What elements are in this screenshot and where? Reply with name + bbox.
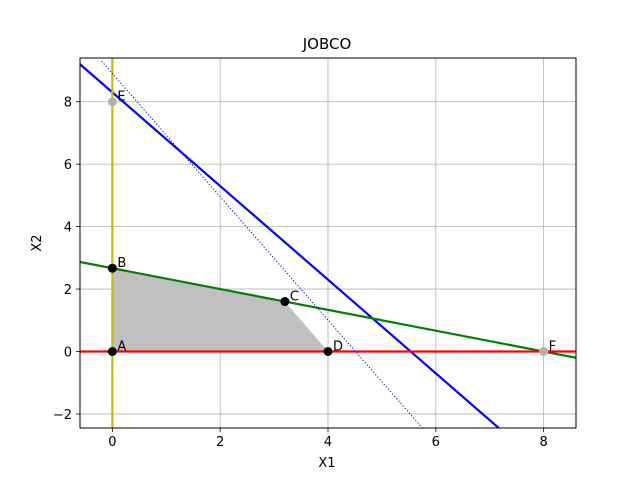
chart-title: JOBCO <box>302 35 352 53</box>
feasible-region-layer <box>112 268 328 352</box>
y-tick-label: 4 <box>64 221 72 236</box>
x-tick-label: 2 <box>216 435 224 450</box>
point-label-f: F <box>549 340 556 355</box>
x-tick-label: 0 <box>108 435 116 450</box>
grid <box>80 58 576 428</box>
y-tick-label: 6 <box>64 158 72 173</box>
point-label-a: A <box>117 340 126 355</box>
x-tick-label: 8 <box>540 435 548 450</box>
point-label-d: D <box>333 340 343 355</box>
y-tick-label: −2 <box>53 408 72 423</box>
feasible-region <box>112 268 328 352</box>
point-b <box>107 263 117 273</box>
point-a <box>107 347 117 357</box>
point-e <box>107 97 117 107</box>
point-label-b: B <box>117 256 126 271</box>
objective-line <box>101 60 423 428</box>
x-tick-label: 6 <box>432 435 440 450</box>
y-tick-label: 2 <box>64 283 72 298</box>
x-axis-label: X1 <box>318 456 335 471</box>
y-tick-label: 0 <box>64 346 72 361</box>
point-d <box>323 347 333 357</box>
x-tick-label: 4 <box>324 435 332 450</box>
y-axis-label: X2 <box>30 234 45 251</box>
point-c <box>280 297 290 307</box>
constraint-1-line <box>80 63 501 428</box>
y-tick-label: 8 <box>64 96 72 111</box>
points-layer: A B C D E F <box>107 90 556 357</box>
constraint-2-line <box>80 260 576 359</box>
ticks-layer: 0 2 4 6 8 −2 0 2 4 6 8 <box>53 96 548 450</box>
point-label-e: E <box>117 90 125 105</box>
point-f <box>539 347 549 357</box>
point-label-c: C <box>290 290 299 305</box>
